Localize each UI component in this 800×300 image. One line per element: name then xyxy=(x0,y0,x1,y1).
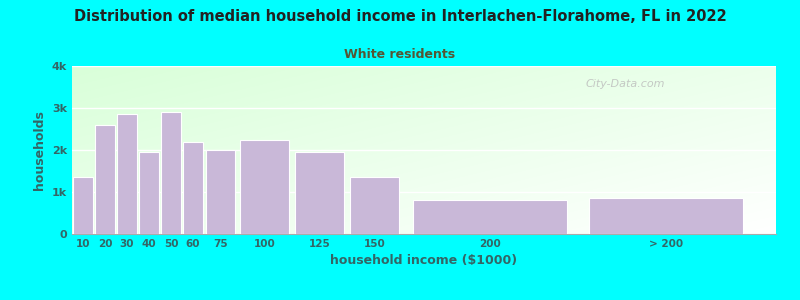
Bar xyxy=(183,142,202,234)
Bar xyxy=(74,177,93,234)
Bar xyxy=(118,114,137,234)
X-axis label: household income ($1000): household income ($1000) xyxy=(330,254,518,267)
Text: Distribution of median household income in Interlachen-Florahome, FL in 2022: Distribution of median household income … xyxy=(74,9,726,24)
Bar xyxy=(240,140,289,234)
Bar xyxy=(95,125,114,234)
Bar xyxy=(295,152,344,234)
Bar xyxy=(413,200,567,234)
Y-axis label: households: households xyxy=(34,110,46,190)
Bar xyxy=(139,152,158,234)
Bar xyxy=(162,112,181,234)
Bar xyxy=(350,177,398,234)
Bar xyxy=(206,150,235,234)
Text: City-Data.com: City-Data.com xyxy=(586,80,666,89)
Text: White residents: White residents xyxy=(345,48,455,61)
Bar xyxy=(589,198,743,234)
